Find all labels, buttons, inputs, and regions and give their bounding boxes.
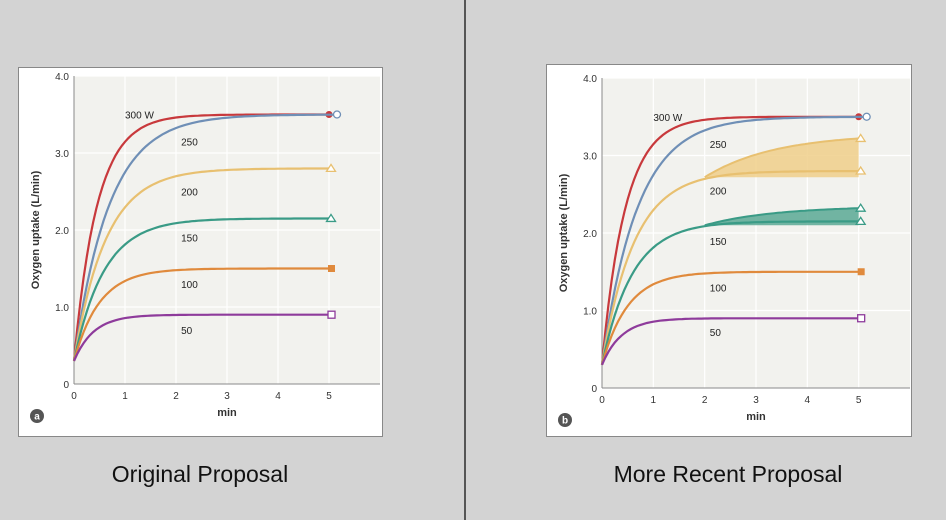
series-label: 50 [710, 328, 722, 339]
series-label: 100 [710, 283, 727, 294]
series-line-blue [72, 113, 337, 362]
series-label: 250 [710, 140, 727, 151]
series-label: 150 [181, 234, 198, 245]
series-end-marker [328, 265, 335, 272]
y-tick-label: 4.0 [583, 74, 597, 85]
y-tick-label: 4.0 [55, 72, 69, 83]
x-tick-label: 0 [71, 391, 77, 402]
slow-component-band [704, 138, 859, 178]
panel-badge [30, 409, 44, 423]
chart-panel-recent: 0 1 2 3 4 5 0 1.0 2.0 3.0 4.0 min Oxygen uptake (L/m… [546, 64, 912, 437]
series-line-purple [73, 313, 329, 362]
y-tick-label: 3.0 [55, 149, 69, 160]
series-end-marker [325, 213, 337, 223]
series-label: 200 [181, 188, 198, 199]
y-tick-label: 2.0 [583, 229, 597, 240]
slow-component-line [704, 207, 859, 227]
chart-panel-original: 0 1 2 3 4 5 0 1.0 2.0 3.0 4.0 min Oxygen uptake (L/m… [18, 67, 383, 437]
y-tick-label: 0 [63, 380, 69, 391]
series-line-teal [600, 220, 859, 366]
slow-component-line [704, 137, 859, 179]
y-tick-label: 2.0 [55, 226, 69, 237]
series-line-yellow [600, 170, 859, 365]
series-label: 150 [710, 237, 727, 248]
series-end-marker [327, 310, 336, 319]
series-end-marker [854, 165, 867, 175]
series-line-teal [72, 217, 329, 362]
series-end-marker [854, 202, 867, 212]
series-label: 300 W [125, 111, 154, 122]
y-axis-label: Oxygen uptake (L/min) [30, 170, 42, 289]
x-tick-label: 5 [856, 395, 862, 406]
y-tick-label: 0 [591, 384, 597, 395]
series-end-marker [857, 268, 865, 276]
series-end-marker [862, 112, 871, 121]
series-label: 250 [181, 137, 198, 148]
series-end-marker [854, 216, 867, 226]
caption-recent-proposal: More Recent Proposal [613, 461, 843, 487]
x-tick-label: 0 [599, 395, 605, 406]
series-line-purple [600, 317, 859, 366]
x-tick-label: 1 [651, 395, 657, 406]
center-divider [464, 0, 466, 520]
series-end-marker [325, 163, 337, 173]
y-axis-label: Oxygen uptake (L/min) [558, 173, 570, 292]
series-label: 200 [710, 186, 727, 197]
series-label: 100 [181, 280, 198, 291]
x-tick-label: 4 [275, 391, 281, 402]
x-tick-label: 1 [122, 391, 128, 402]
y-tick-label: 1.0 [583, 307, 597, 318]
series-label: 50 [181, 326, 193, 337]
x-axis-label: min [746, 411, 766, 423]
series-end-marker [854, 133, 867, 143]
series-line-orange [72, 267, 329, 362]
series-line-yellow [72, 167, 329, 362]
series-line-blue [600, 115, 867, 365]
series-line-orange [600, 270, 859, 366]
x-tick-label: 3 [753, 395, 759, 406]
series-end-marker [332, 110, 342, 119]
series-label: 300 W [653, 113, 682, 124]
y-tick-label: 3.0 [583, 152, 597, 163]
x-tick-label: 4 [805, 395, 811, 406]
x-tick-label: 5 [326, 391, 332, 402]
x-tick-label: 2 [173, 391, 179, 402]
x-tick-label: 2 [702, 395, 708, 406]
caption-original-proposal: Original Proposal [111, 461, 289, 487]
series-end-marker [857, 314, 866, 323]
panel-badge-label: a [34, 412, 40, 423]
y-tick-label: 1.0 [55, 303, 69, 314]
panel-badge [558, 413, 572, 427]
panel-badge-label: b [562, 416, 568, 427]
x-tick-label: 3 [224, 391, 230, 402]
x-axis-label: min [217, 407, 237, 419]
